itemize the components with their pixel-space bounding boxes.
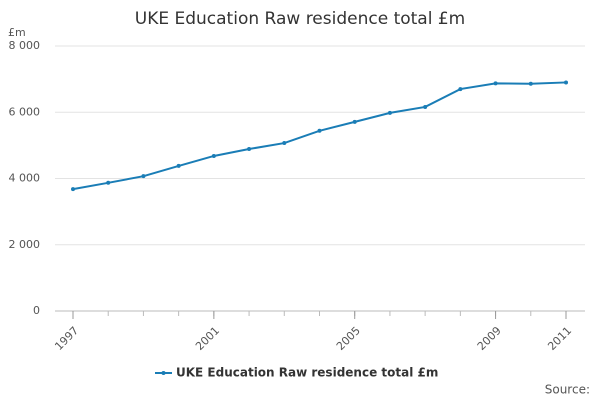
point [247,147,252,152]
chart-title: UKE Education Raw residence total £m [135,9,465,29]
x-tick-label: 1997 [52,324,81,353]
point [458,87,463,92]
point [141,174,146,179]
legend-marker [161,371,166,375]
y-tick-label: 4 000 [9,172,41,185]
y-tick-label: 6 000 [9,105,41,118]
point [71,187,75,192]
point [423,104,428,109]
legend-label: UKE Education Raw residence total £m [176,366,438,380]
point [211,153,216,158]
x-tick-label: 2001 [193,324,222,353]
y-unit: £m [8,26,26,39]
point [493,81,498,86]
source: Source: [545,383,590,397]
point [176,163,181,168]
point [387,110,392,115]
x-tick-label: 2005 [334,324,363,353]
x-tick-label: 2011 [545,324,574,353]
point [282,141,287,146]
line [72,81,567,191]
point [528,81,533,86]
point [564,80,568,85]
y-tick-label: 0 [33,304,40,317]
point [317,128,322,133]
y-tick-label: 8 000 [9,39,41,52]
point [352,119,357,124]
point [106,180,111,185]
x-tick-label: 2009 [475,324,504,353]
y-tick-label: 2 000 [9,238,41,251]
